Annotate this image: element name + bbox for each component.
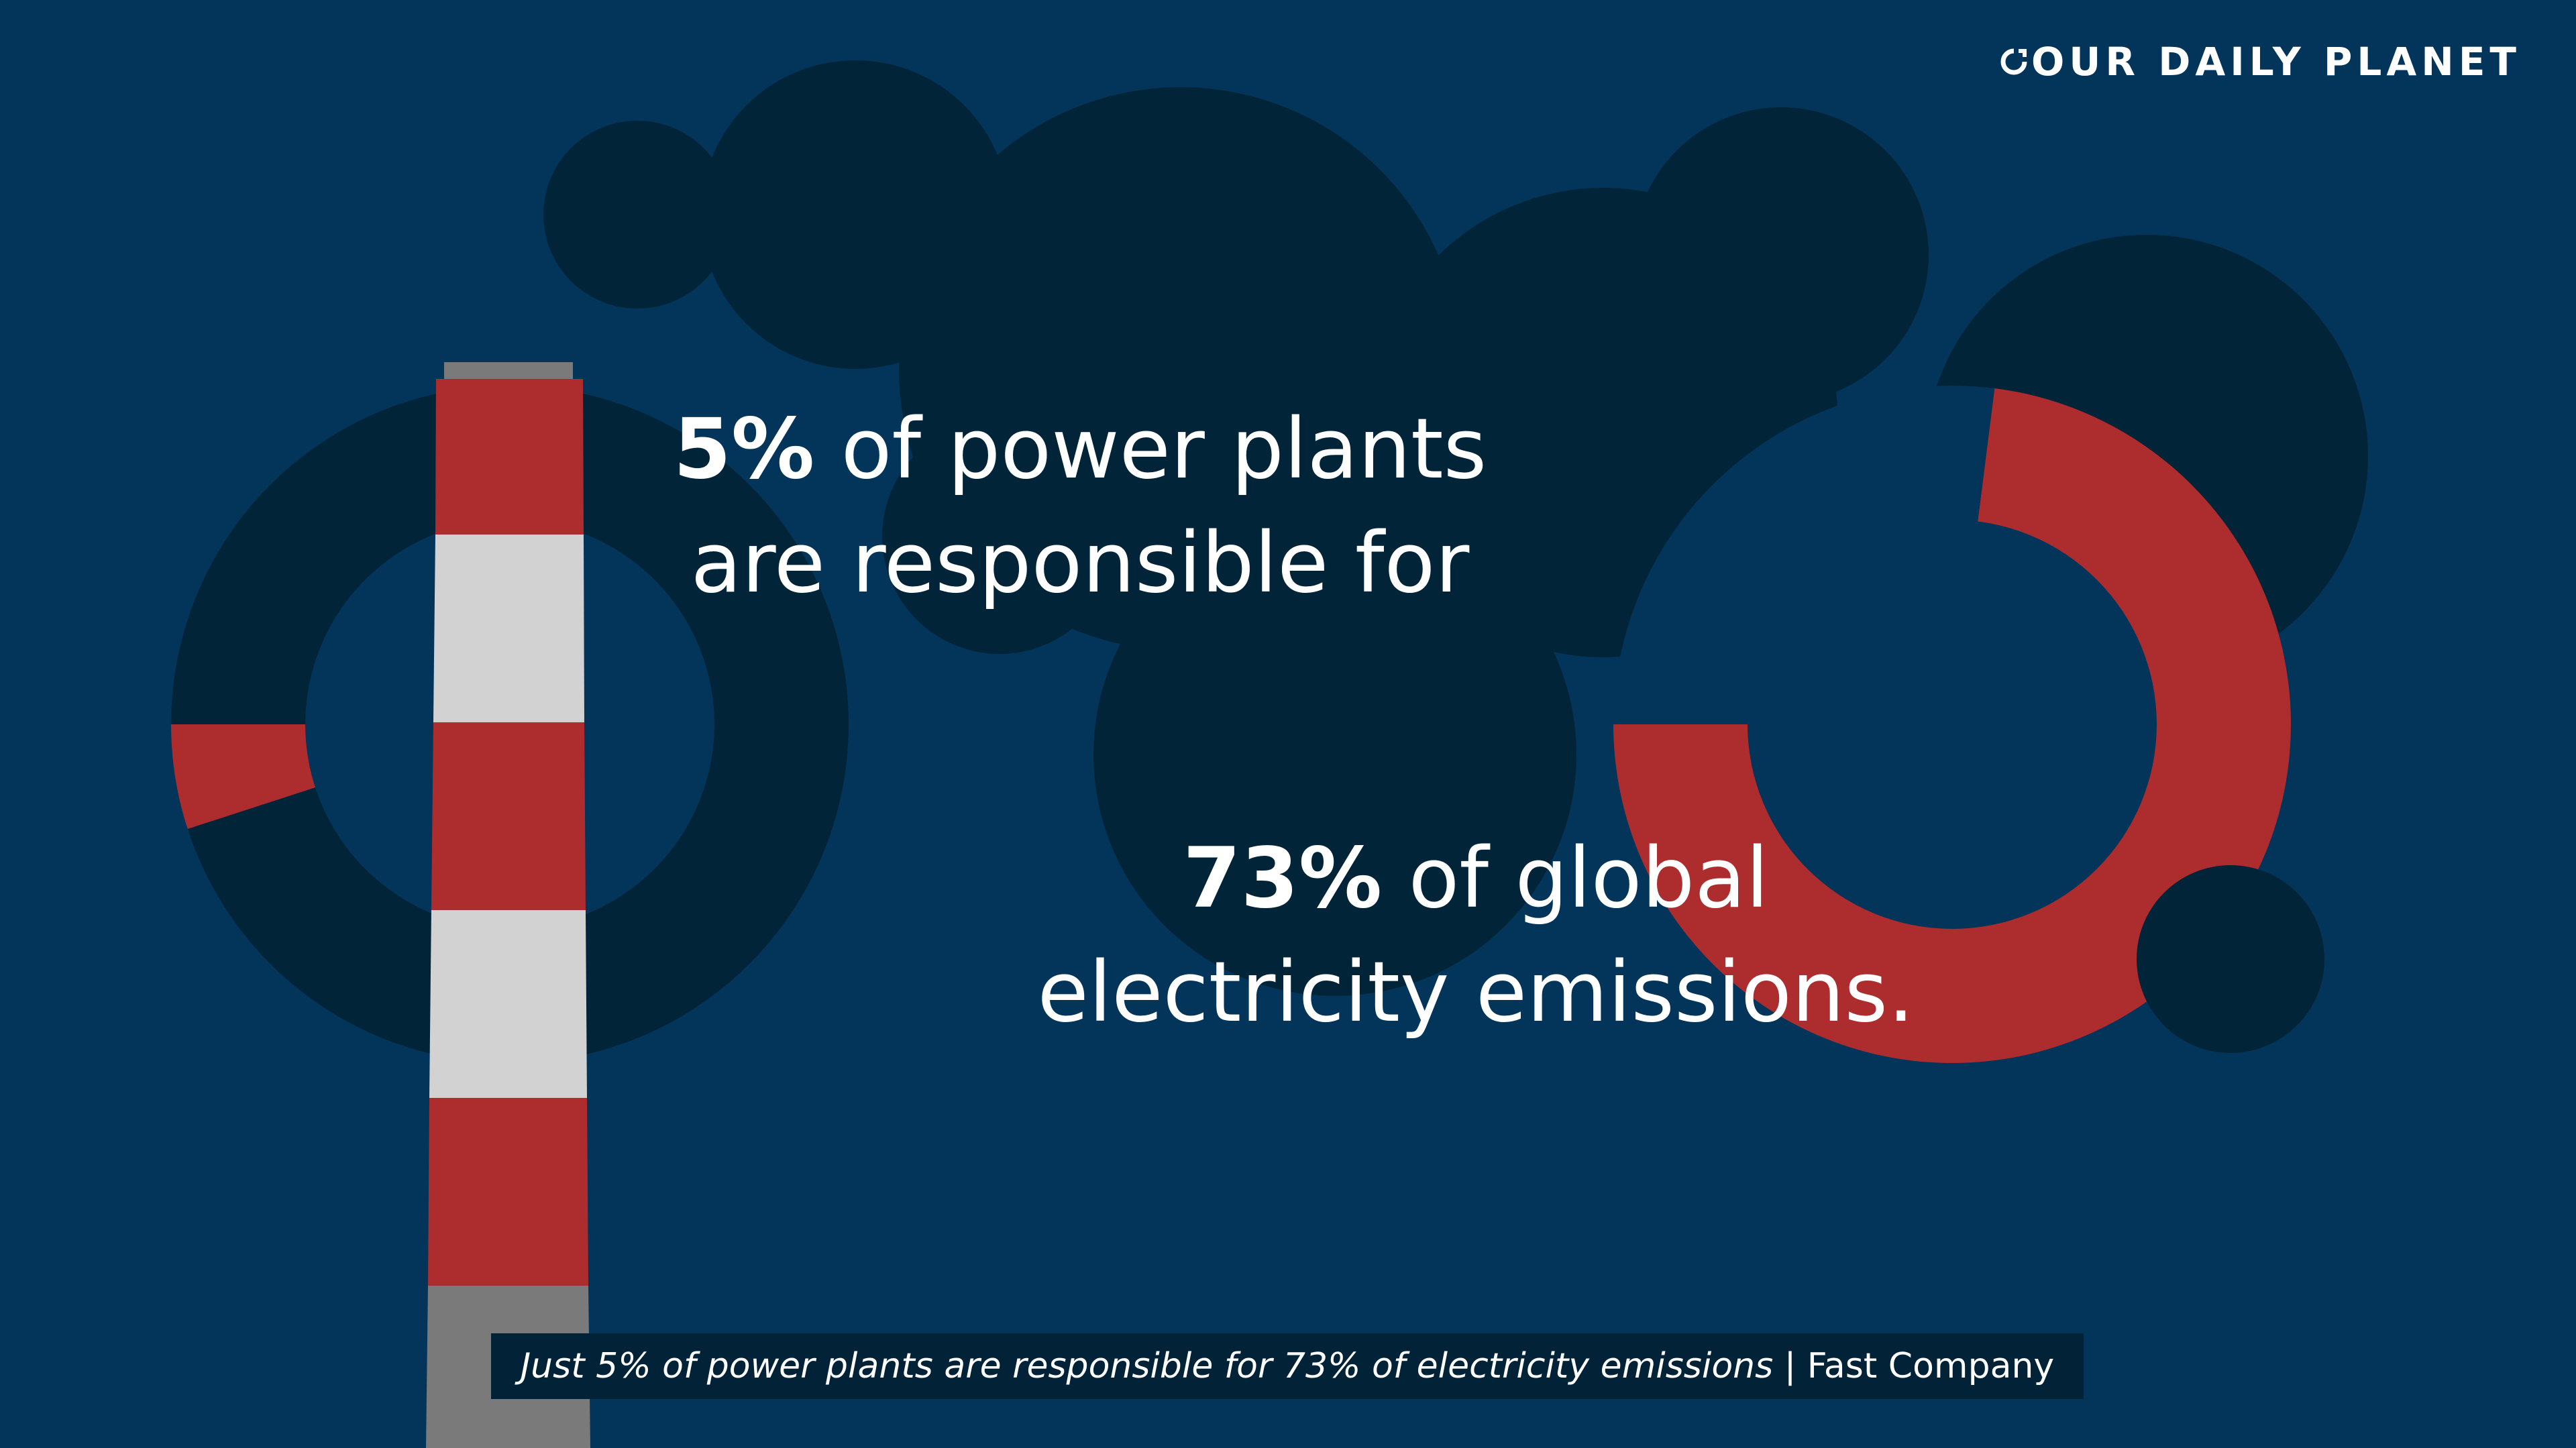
source-name: Fast Company xyxy=(1807,1346,2055,1386)
headline-text: of global xyxy=(1382,830,1769,927)
stack-band-red xyxy=(435,379,584,535)
article-title: Just 5% of power plants are responsible … xyxy=(520,1346,1774,1386)
stat-73-percent: 73% xyxy=(1183,830,1383,927)
donut-hole xyxy=(1748,520,2157,929)
headline-line: are responsible for xyxy=(690,515,1470,612)
caption-separator: | xyxy=(1773,1346,1807,1386)
stack-band-white xyxy=(429,910,587,1098)
headline-line: 73% of global xyxy=(973,822,1979,936)
brand-wordmark: OUR DAILY PLANET xyxy=(2031,39,2521,85)
smoke-puff xyxy=(543,121,731,309)
smoke-puff xyxy=(1093,513,1576,996)
headline-text: of power plants xyxy=(814,401,1487,498)
stack-band-red xyxy=(431,722,586,910)
stack-band-white xyxy=(433,535,584,722)
smoke-puff xyxy=(1633,107,1929,402)
headline-line: electricity emissions. xyxy=(1037,944,1915,1041)
source-caption[interactable]: Just 5% of power plants are responsible … xyxy=(491,1333,2084,1399)
headline-part-2: 73% of global electricity emissions. xyxy=(973,822,1979,1050)
donut-chart-73-percent xyxy=(1613,385,2291,1063)
smokestack xyxy=(426,362,590,1448)
brand-logo: OUR DAILY PLANET xyxy=(2000,39,2521,85)
smoke-puff xyxy=(882,419,1117,654)
stat-5-percent: 5% xyxy=(673,401,815,498)
headline-part-1: 5% of power plants are responsible for xyxy=(604,392,1556,620)
stack-band-red xyxy=(428,1098,588,1286)
smoke-puff xyxy=(2137,865,2324,1053)
logo-ring-icon xyxy=(2000,48,2027,75)
headline-line: 5% of power plants xyxy=(604,392,1556,506)
